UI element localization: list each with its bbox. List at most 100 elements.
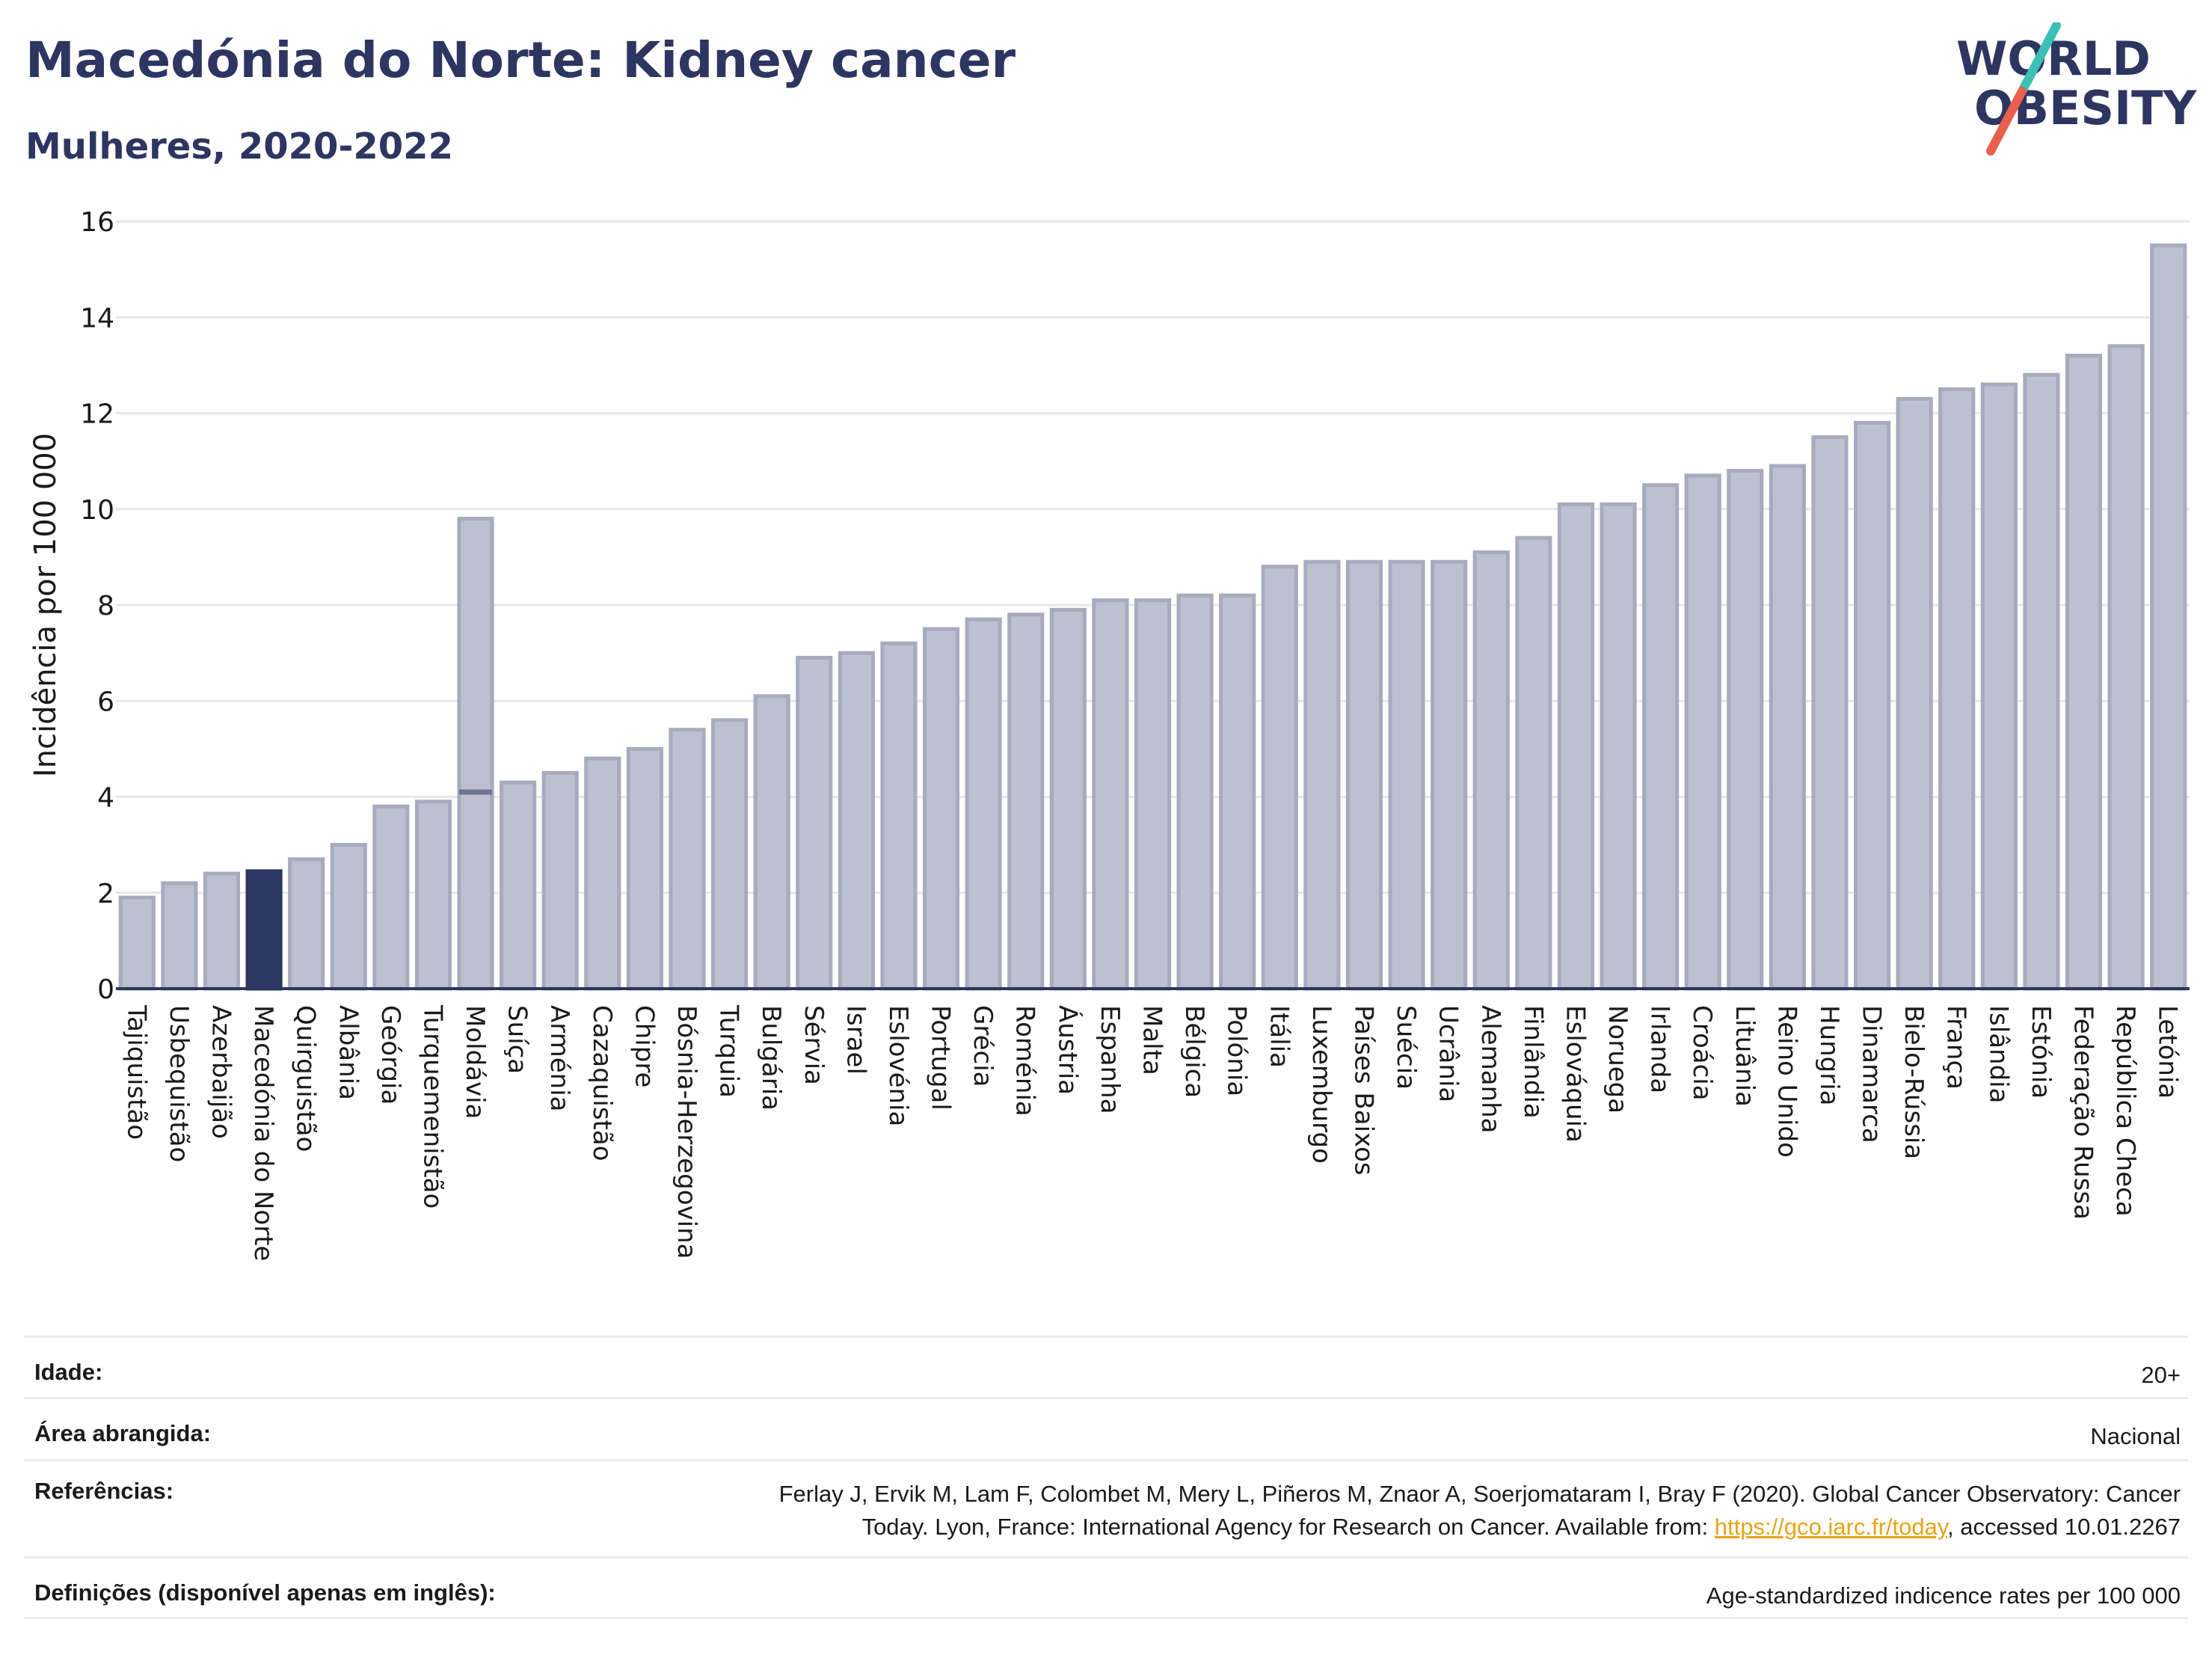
bar [1345, 559, 1383, 991]
bar-chart: 0 2 4 6 8 10 12 14 16 Tajiquistão Usbequistão Azerb… [28, 207, 2190, 1261]
bar [880, 641, 918, 991]
bar [1134, 598, 1172, 991]
x-tick-label: Lituânia [1730, 1005, 1760, 1107]
x-tick-label: Países Baixos [1348, 1005, 1378, 1176]
x-tick-label: Bulgária [756, 1005, 786, 1111]
x-tick-label: Hungria [1814, 1005, 1844, 1106]
x-tick-label: Dinamarca [1857, 1005, 1887, 1143]
x-tick-label: Luxemburgo [1306, 1005, 1336, 1164]
bar [414, 799, 452, 991]
info-label-definitions: Definições (disponível apenas em inglês)… [34, 1579, 496, 1606]
info-value-references: Ferlay J, Ervik M, Lam F, Colombet M, Me… [779, 1478, 2181, 1544]
x-tick-label: Irlanda [1645, 1005, 1675, 1093]
x-tick-label: Finlândia [1518, 1005, 1548, 1119]
x-tick-label: Chipre [629, 1005, 659, 1087]
info-value-area: Nacional [2090, 1423, 2181, 1449]
y-tick-label: 2 [97, 879, 114, 909]
bar [541, 770, 579, 991]
info-row-definitions: Definições (disponível apenas em inglês)… [24, 1556, 2188, 1619]
bar [2107, 344, 2145, 991]
info-row-age: Idade: 20+ [24, 1336, 2188, 1397]
x-tick-label: Reino Unido [1772, 1005, 1801, 1158]
bar [1092, 598, 1129, 991]
bar [2065, 354, 2103, 991]
bar [753, 694, 790, 991]
bar [965, 617, 1002, 991]
chart-subtitle: Mulheres, 2020-2022 [25, 126, 453, 168]
bar [584, 756, 621, 991]
bar [1261, 565, 1298, 991]
reference-text-line2: Today. Lyon, France: International Agenc… [861, 1514, 1715, 1540]
y-tick-label: 12 [80, 399, 114, 430]
bar [2150, 243, 2187, 991]
bar [2023, 372, 2060, 991]
x-tick-label: Eslovénia [883, 1005, 913, 1126]
y-tick-label: 16 [80, 207, 114, 238]
bar [796, 656, 833, 991]
x-tick-label: Ucrânia [1434, 1005, 1463, 1102]
x-tick-label: Bielo-Rússia [1899, 1005, 1929, 1159]
x-tick-label: Letónia [2153, 1005, 2183, 1099]
info-value-age: 20+ [2141, 1362, 2181, 1388]
bar [1515, 535, 1552, 991]
world-obesity-logo: WORLD OBESITY [1956, 22, 2197, 156]
reference-link[interactable]: https://gco.iarc.fr/today [1714, 1514, 1948, 1540]
bar [1727, 468, 1764, 991]
bar [161, 881, 198, 991]
bar [500, 780, 537, 991]
info-row-area: Área abrangida: Nacional [24, 1397, 2188, 1459]
bar [1853, 420, 1891, 991]
x-tick-label: Polónia [1222, 1005, 1252, 1096]
x-tick-label: Usbequistão [164, 1005, 194, 1162]
x-tick-label: Portugal [926, 1005, 956, 1111]
x-tick-label: Bósnia-Herzegovina [672, 1005, 701, 1259]
x-tick-label: Estónia [2026, 1005, 2056, 1099]
x-tick-label: Itália [1264, 1005, 1294, 1068]
x-tick-label: República Checa [2110, 1005, 2140, 1217]
info-label-area: Área abrangida: [34, 1420, 212, 1446]
x-tick-label: Tajiquistão [121, 1004, 151, 1140]
info-value-definitions: Age-standardized indicence rates per 100… [1706, 1582, 2181, 1609]
bar [1219, 593, 1256, 991]
bar [1049, 607, 1087, 991]
bar [1007, 612, 1045, 991]
bar [288, 857, 325, 991]
logo-slash-red [1986, 87, 2027, 156]
x-tick-label: Macedónia do Norte [248, 1005, 278, 1261]
chart-title: Macedónia do Norte: Kidney cancer [25, 31, 1016, 89]
reference-text-line1: Ferlay J, Ervik M, Lam F, Colombet M, Me… [778, 1481, 2181, 1507]
x-tick-label: Suécia [1391, 1005, 1421, 1090]
x-tick-label: França [1941, 1005, 1971, 1090]
bar [922, 627, 960, 991]
bar [1980, 382, 2018, 991]
bar [1388, 559, 1425, 991]
x-tick-label: Turquia [714, 1004, 744, 1098]
x-tick-label: Quirguistão [291, 1005, 321, 1152]
bar [1176, 593, 1214, 991]
bar [1811, 435, 1849, 991]
logo-slash-teal [2018, 22, 2061, 96]
info-table: Idade: 20+ Área abrangida: Nacional Refe… [24, 1336, 2188, 1619]
reference-text-line2-end: , accessed 10.01.2267 [1947, 1514, 2181, 1540]
x-tick-label: Azerbaijão [206, 1005, 236, 1139]
x-tick-label: Espanha [1095, 1005, 1125, 1114]
bar [1684, 473, 1721, 991]
bar [118, 895, 156, 991]
x-tick-label: Moldávia [460, 1005, 490, 1119]
x-tick-label: Croácia [1687, 1005, 1717, 1101]
x-tick-label: Federação Russa [2068, 1005, 2098, 1220]
bar [1769, 464, 1806, 991]
bar [1431, 559, 1468, 991]
x-tick-label: Noruega [1603, 1005, 1632, 1114]
x-tick-label: Israel [841, 1005, 870, 1075]
x-tick-label: Geórgia [375, 1005, 405, 1105]
x-tick-label: Islândia [1983, 1005, 2013, 1103]
bar [1472, 550, 1510, 991]
x-tick-label: Turquemenistão [417, 1004, 447, 1209]
bar [1642, 483, 1680, 991]
y-tick-label: 0 [97, 974, 114, 1005]
bar [1303, 559, 1341, 991]
info-row-references: Referências: Ferlay J, Ervik M, Lam F, C… [24, 1459, 2188, 1556]
x-tick-label: Sérvia [799, 1005, 829, 1085]
bar [372, 804, 410, 991]
